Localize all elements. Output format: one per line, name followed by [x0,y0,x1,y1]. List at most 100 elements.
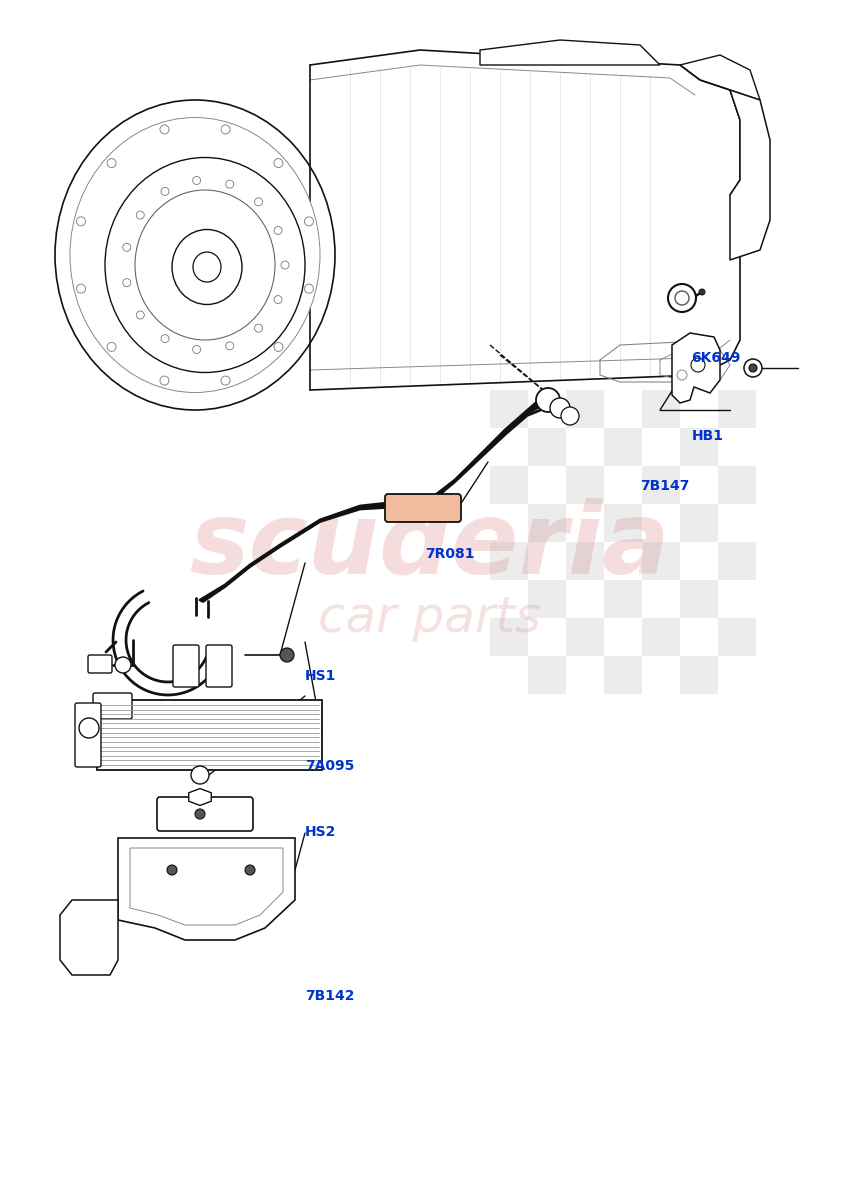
Polygon shape [60,900,118,974]
Ellipse shape [226,342,234,350]
Ellipse shape [254,324,263,332]
Ellipse shape [137,211,144,220]
FancyBboxPatch shape [385,494,461,522]
Text: HB1: HB1 [691,428,723,443]
Bar [604,656,642,694]
Ellipse shape [70,118,320,392]
Circle shape [675,290,689,305]
Bar [490,466,528,504]
Ellipse shape [160,376,169,385]
Ellipse shape [221,376,230,385]
Bar [604,428,642,466]
Ellipse shape [274,342,283,352]
Bar [604,580,642,618]
Polygon shape [130,848,283,925]
Polygon shape [480,40,660,65]
Ellipse shape [107,158,116,168]
Ellipse shape [192,346,201,354]
Text: 6K649: 6K649 [691,350,740,365]
Bar [642,390,680,428]
FancyBboxPatch shape [157,797,253,830]
Text: HS2: HS2 [305,824,337,839]
Bar [680,656,718,694]
Bar [490,542,528,580]
Circle shape [744,359,762,377]
Bar [680,580,718,618]
Bar [642,618,680,656]
Bar [566,390,604,428]
Ellipse shape [274,227,282,234]
Text: 7A095: 7A095 [305,758,354,773]
Circle shape [668,284,696,312]
Circle shape [195,809,205,818]
Ellipse shape [135,190,275,340]
Bar [528,504,566,542]
Bar [528,428,566,466]
Circle shape [167,865,177,875]
Ellipse shape [76,217,86,226]
Ellipse shape [55,100,335,410]
Ellipse shape [192,176,201,185]
Ellipse shape [304,284,314,293]
Polygon shape [189,788,211,805]
Circle shape [191,766,209,784]
Ellipse shape [107,342,116,352]
Ellipse shape [226,180,234,188]
Bar [528,656,566,694]
Bar [642,466,680,504]
Ellipse shape [123,278,131,287]
Ellipse shape [274,295,282,304]
Bar [718,466,756,504]
Circle shape [536,388,560,412]
Text: 7R081: 7R081 [425,547,475,562]
Bar [528,580,566,618]
Bar [680,428,718,466]
FancyBboxPatch shape [93,692,132,719]
Circle shape [561,407,579,425]
Bar [490,618,528,656]
Bar [642,542,680,580]
Bar [97,700,322,770]
Circle shape [691,358,705,372]
Circle shape [79,718,99,738]
Polygon shape [118,838,295,940]
FancyBboxPatch shape [88,655,112,673]
Ellipse shape [137,311,144,319]
Polygon shape [672,332,720,403]
Bar [718,618,756,656]
FancyBboxPatch shape [75,703,101,767]
Ellipse shape [274,158,283,168]
Text: car parts: car parts [318,594,541,642]
Bar [566,618,604,656]
Ellipse shape [76,284,86,293]
FancyBboxPatch shape [173,646,199,686]
Text: 7B142: 7B142 [305,989,355,1003]
Text: HS1: HS1 [305,668,337,683]
Ellipse shape [172,229,242,305]
Text: scuderia: scuderia [189,498,670,594]
Bar [718,390,756,428]
Circle shape [677,370,687,380]
Circle shape [699,289,705,295]
Circle shape [280,648,294,662]
Bar [566,542,604,580]
Ellipse shape [304,217,314,226]
Ellipse shape [105,157,305,372]
Ellipse shape [281,260,289,269]
Bar [718,542,756,580]
Ellipse shape [123,244,131,251]
Ellipse shape [254,198,263,206]
Bar [604,504,642,542]
Polygon shape [730,90,770,260]
Ellipse shape [221,125,230,134]
Circle shape [245,865,255,875]
Text: 7B147: 7B147 [640,479,689,493]
Bar [566,466,604,504]
Bar [680,504,718,542]
Bar [490,390,528,428]
Ellipse shape [161,335,169,343]
FancyBboxPatch shape [206,646,232,686]
Ellipse shape [161,187,169,196]
Circle shape [749,364,757,372]
Circle shape [115,658,131,673]
